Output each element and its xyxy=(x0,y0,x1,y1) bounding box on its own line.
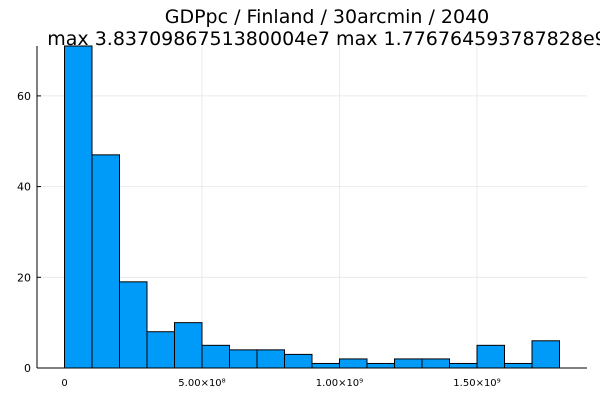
histogram-bar-3 xyxy=(146,331,175,369)
x-tick-label-3: 1.50×10⁹ xyxy=(453,378,500,389)
histogram-bar-13 xyxy=(421,358,450,369)
histogram-bar-15 xyxy=(476,344,505,369)
histogram-bar-8 xyxy=(284,353,313,369)
histogram-bar-2 xyxy=(119,281,148,369)
y-tick-label-3: 60 xyxy=(17,90,31,103)
x-tick-label-2: 1.00×10⁹ xyxy=(316,378,363,389)
y-tick-label-0: 0 xyxy=(24,362,31,375)
y-tick-label-2: 40 xyxy=(17,181,31,194)
chart-title-line-1: GDPpc / Finland / 30arcmin / 2040 xyxy=(165,6,490,28)
histogram-bar-11 xyxy=(366,362,395,369)
x-tick-label-0: 0 xyxy=(61,378,67,389)
tick-labels-layer: 0 5.00×10⁸ 1.00×10⁹ 1.50×10⁹ 0 20 40 60 xyxy=(17,90,501,389)
y-tick-label-1: 20 xyxy=(17,271,31,284)
histogram-bar-1 xyxy=(91,154,120,369)
histogram-bar-10 xyxy=(339,358,368,369)
axes-layer xyxy=(36,46,587,369)
histogram-bar-5 xyxy=(201,344,230,369)
bars-layer xyxy=(64,45,560,369)
chart-title-line-2: max 3.8370986751380004e7 max 1.776764593… xyxy=(47,28,600,50)
histogram-bar-9 xyxy=(311,362,340,369)
histogram-bar-7 xyxy=(256,349,285,369)
histogram-bar-16 xyxy=(504,362,533,369)
histogram-bar-12 xyxy=(394,358,423,369)
histogram-bar-4 xyxy=(174,322,203,369)
histogram-bar-6 xyxy=(229,349,258,369)
histogram-bar-14 xyxy=(449,362,478,369)
histogram-bar-17 xyxy=(531,340,560,369)
x-tick-label-1: 5.00×10⁸ xyxy=(178,378,225,389)
histogram-bar-0 xyxy=(64,45,93,369)
